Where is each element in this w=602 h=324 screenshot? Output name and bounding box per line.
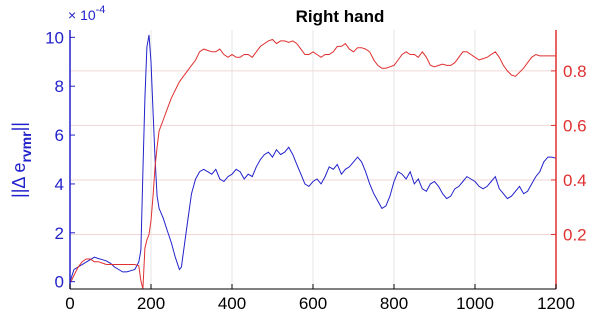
- y-right-tick-label: 0.4: [563, 171, 587, 190]
- left-axis-label: ||Δ ervmr||: [9, 122, 34, 198]
- y-left-tick-label: 8: [55, 77, 64, 96]
- x-tick-label: 0: [65, 294, 74, 313]
- y-right-tick-label: 0.2: [563, 225, 587, 244]
- x-tick-label: 600: [299, 294, 327, 313]
- x-tick-label: 1200: [537, 294, 575, 313]
- x-tick-label: 400: [218, 294, 246, 313]
- tick-labels: 0 200 400 600 800 1000 1200 0 2 4 6 8 10 0.2 0.4 0.6 0.8: [45, 28, 587, 313]
- left-axis-label-e: rvmr: [18, 131, 34, 163]
- left-axis-exponent: -4: [96, 4, 106, 16]
- y-right-tick-label: 0.8: [563, 62, 587, 81]
- tick-marks: [69, 36, 557, 289]
- y-left-tick-label: 6: [55, 126, 64, 145]
- y-left-tick-label: 2: [55, 224, 64, 243]
- y-right-tick-label: 0.6: [563, 116, 587, 135]
- left-axis-label-suffix: ||: [9, 122, 29, 131]
- left-axis-label-prefix: ||Δ e: [9, 163, 29, 198]
- chart-title: Right hand: [296, 7, 385, 26]
- left-axis-exponent-label: × 10-4: [68, 4, 105, 23]
- x-tick-label: 800: [380, 294, 408, 313]
- y-left-tick-label: 0: [55, 273, 64, 292]
- x-tick-label: 200: [137, 294, 165, 313]
- series-line-left: [69, 34, 557, 282]
- y-left-tick-label: 4: [55, 175, 64, 194]
- x-tick-label: 1000: [456, 294, 494, 313]
- left-axis-multiplier: × 10: [68, 7, 96, 23]
- plot-lines: [69, 34, 557, 290]
- y-left-tick-label: 10: [45, 28, 64, 47]
- series-line-right: [69, 38, 556, 290]
